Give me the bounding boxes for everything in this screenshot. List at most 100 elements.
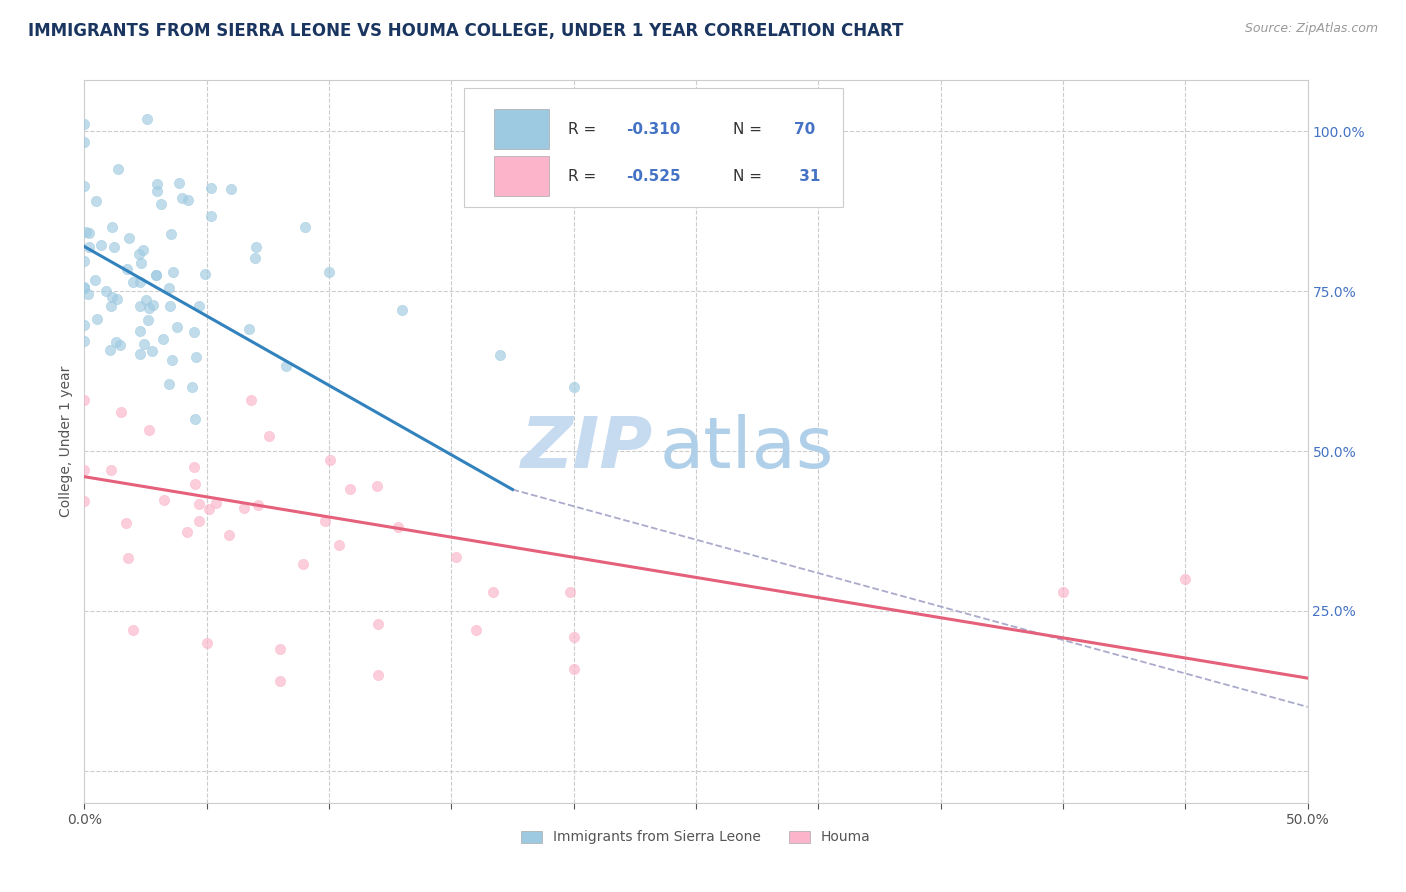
Point (73, 392, 96, 407)
Text: 31: 31 (794, 169, 820, 184)
Point (157, 281, 180, 295)
Point (108, 337, 131, 351)
Point (145, 268, 167, 282)
Point (180, 380, 202, 394)
Point (73, 280, 96, 294)
Point (339, 482, 361, 496)
Point (314, 514, 336, 528)
Point (274, 359, 297, 373)
Point (90, 238, 112, 252)
Point (218, 528, 240, 542)
Point (94, 284, 117, 298)
Point (77, 286, 100, 301)
Point (105, 293, 128, 307)
Point (194, 268, 217, 282)
Point (294, 220, 316, 235)
Point (188, 514, 211, 528)
Point (366, 479, 388, 493)
Point (184, 350, 207, 364)
Point (110, 405, 132, 419)
Text: R =: R = (568, 169, 600, 184)
Point (101, 220, 124, 235)
Point (100, 298, 122, 312)
Point (269, 674, 291, 689)
Point (219, 182, 242, 196)
Point (157, 377, 180, 392)
Point (177, 194, 200, 208)
Point (136, 312, 159, 326)
Point (195, 636, 218, 650)
Point (176, 525, 198, 540)
Legend: Immigrants from Sierra Leone, Houma: Immigrants from Sierra Leone, Houma (516, 825, 876, 850)
Point (162, 265, 184, 279)
Point (166, 319, 188, 334)
Point (489, 348, 512, 362)
Text: -0.310: -0.310 (626, 121, 681, 136)
Point (132, 243, 155, 257)
Text: Source: ZipAtlas.com: Source: ZipAtlas.com (1244, 22, 1378, 36)
Point (84, 194, 107, 208)
Point (105, 334, 128, 349)
Point (138, 423, 160, 437)
Text: N =: N = (733, 121, 766, 136)
Point (184, 476, 207, 491)
Point (247, 498, 270, 512)
Text: ZIP: ZIP (520, 414, 654, 483)
Point (131, 256, 153, 270)
Point (73, 281, 96, 295)
Text: IMMIGRANTS FROM SIERRA LEONE VS HOUMA COLLEGE, UNDER 1 YEAR CORRELATION CHART: IMMIGRANTS FROM SIERRA LEONE VS HOUMA CO… (28, 22, 904, 40)
Point (184, 412, 207, 426)
Point (118, 231, 141, 245)
Point (562, 661, 585, 675)
Point (367, 668, 389, 682)
Point (128, 275, 150, 289)
Point (198, 502, 221, 516)
Point (73, 135, 96, 149)
Point (245, 251, 267, 265)
Y-axis label: College, Under 1 year: College, Under 1 year (59, 366, 73, 517)
Bar (494, 109, 550, 149)
Point (146, 177, 169, 191)
Bar (494, 156, 550, 196)
Point (128, 324, 150, 338)
Point (187, 497, 209, 511)
Point (84, 273, 107, 287)
Point (150, 196, 173, 211)
Point (138, 301, 160, 315)
Point (238, 322, 260, 336)
Point (167, 176, 190, 190)
Point (117, 550, 139, 565)
Point (135, 293, 157, 308)
Point (232, 501, 254, 516)
FancyBboxPatch shape (464, 87, 842, 207)
Point (464, 623, 486, 637)
Point (75, 225, 97, 239)
Point (73, 494, 96, 508)
Point (152, 492, 174, 507)
Point (1174, 572, 1197, 586)
Point (136, 112, 159, 126)
Point (183, 460, 205, 475)
Point (107, 162, 129, 177)
Point (172, 191, 194, 205)
Point (132, 337, 155, 351)
Point (73, 334, 96, 348)
Point (446, 550, 468, 565)
Point (129, 299, 152, 313)
Point (387, 520, 409, 534)
Point (73, 253, 96, 268)
Point (391, 303, 413, 318)
Point (200, 209, 222, 223)
Point (77, 226, 100, 240)
Point (160, 353, 183, 368)
Point (562, 630, 585, 644)
Point (115, 262, 138, 277)
Point (73, 318, 96, 332)
Point (145, 268, 167, 283)
Point (257, 429, 280, 443)
Point (73, 178, 96, 193)
Point (318, 265, 340, 279)
Point (183, 326, 205, 340)
Point (240, 392, 263, 407)
Point (319, 452, 342, 467)
